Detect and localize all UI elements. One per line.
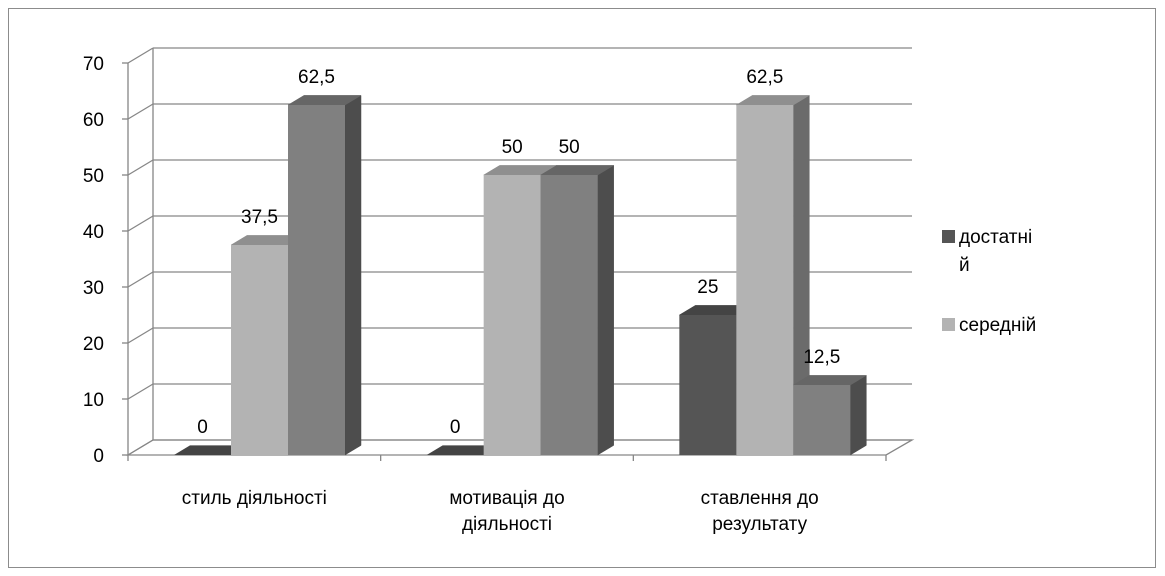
data-label: 62,5 xyxy=(746,67,783,88)
category-label: мотивація до xyxy=(449,488,564,509)
legend-label: середній xyxy=(959,315,1036,336)
bar-side xyxy=(344,94,362,456)
data-label: 12,5 xyxy=(803,347,840,368)
data-label: 0 xyxy=(197,417,208,438)
y-tick-label: 30 xyxy=(83,278,104,299)
bar-zero xyxy=(426,445,500,455)
gridline-connector xyxy=(127,383,154,400)
data-label: 50 xyxy=(559,137,580,158)
bar-side xyxy=(850,374,867,456)
category-label: результату xyxy=(712,514,807,535)
legend-swatch xyxy=(942,318,955,331)
data-label: 37,5 xyxy=(241,207,278,228)
data-label: 50 xyxy=(502,137,523,158)
y-tick-label: 60 xyxy=(83,110,104,131)
gridline-connector xyxy=(127,47,154,64)
bar xyxy=(540,175,598,455)
y-tick-label: 20 xyxy=(83,334,104,355)
gridline-connector xyxy=(127,327,154,344)
gridline-connector xyxy=(127,103,154,120)
data-label: 25 xyxy=(697,277,718,298)
bar xyxy=(736,105,794,455)
bar-zero xyxy=(174,445,247,455)
y-tick-label: 70 xyxy=(83,54,104,75)
data-label: 62,5 xyxy=(298,67,335,88)
legend-swatch xyxy=(942,230,955,243)
gridline-connector xyxy=(127,159,154,176)
bar-side xyxy=(597,164,614,456)
y-tick-label: 0 xyxy=(93,446,104,467)
gridline-connector xyxy=(127,215,154,232)
bar xyxy=(288,105,345,455)
data-label: 0 xyxy=(450,417,461,438)
bar xyxy=(483,175,541,455)
y-tick-label: 10 xyxy=(83,390,104,411)
category-label: ставлення до xyxy=(701,488,819,509)
gridline-connector xyxy=(127,271,154,288)
bar xyxy=(679,315,737,455)
y-tick-label: 50 xyxy=(83,166,104,187)
category-label: стиль діяльності xyxy=(182,488,327,509)
legend-label: й xyxy=(959,255,970,276)
bar xyxy=(231,245,288,455)
legend-label: достатні xyxy=(959,227,1032,248)
bar xyxy=(793,385,851,455)
category-label: діяльності xyxy=(462,514,552,535)
y-tick-label: 40 xyxy=(83,222,104,243)
